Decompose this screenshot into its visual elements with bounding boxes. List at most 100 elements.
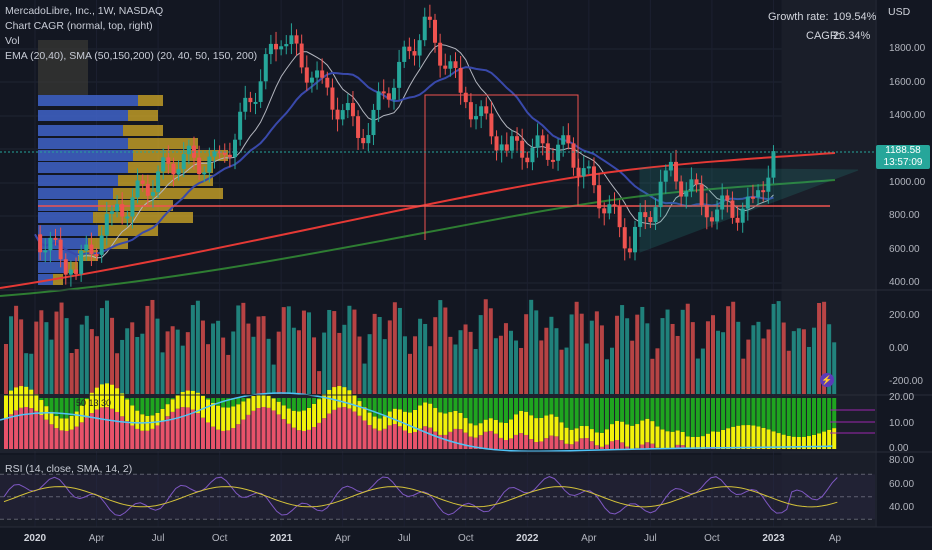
- squeeze-green-43: [221, 398, 226, 408]
- volume-bar-157: [796, 328, 801, 394]
- candle-body-112: [607, 204, 612, 214]
- candle-body-77: [427, 16, 432, 20]
- squeeze-yellow-94: [478, 423, 483, 436]
- squeeze-yellow-96: [488, 418, 493, 431]
- squeeze-green-144: [731, 398, 736, 427]
- squeeze-green-155: [786, 398, 791, 436]
- squeeze-red-90: [458, 429, 463, 449]
- squeeze-yellow-11: [59, 418, 64, 431]
- squeeze-yellow-152: [771, 431, 776, 449]
- squeeze-yellow-49: [251, 396, 256, 411]
- candle-body-68: [381, 91, 386, 94]
- squeeze-yellow-63: [322, 394, 327, 419]
- growth-rate-label: Growth rate:: [768, 11, 829, 23]
- squeeze-green-93: [473, 398, 478, 426]
- squeeze-red-2: [14, 410, 19, 449]
- squeeze-yellow-7: [39, 400, 44, 415]
- squeeze-yellow-62: [317, 399, 322, 423]
- squeeze-yellow-55: [281, 405, 286, 420]
- squeeze-green-110: [559, 398, 564, 423]
- squeeze-red-15: [79, 422, 84, 449]
- squeeze-yellow-154: [781, 434, 786, 449]
- squeeze-red-14: [74, 426, 79, 449]
- squeeze-red-114: [579, 438, 584, 449]
- candle-body-119: [643, 212, 648, 218]
- squeeze-red-100: [509, 438, 513, 449]
- squeeze-red-66: [337, 407, 342, 449]
- squeeze-green-28: [145, 398, 150, 416]
- squeeze-red-44: [226, 430, 231, 449]
- volume-bar-91: [463, 324, 468, 394]
- candle-body-24: [156, 171, 161, 193]
- sma150-line: [0, 152, 836, 289]
- candle-body-59: [335, 109, 340, 120]
- squeeze-red-97: [493, 433, 498, 449]
- x-tick-4: 2021: [270, 533, 293, 544]
- squeeze-yellow-46: [236, 404, 241, 425]
- candle-body-85: [468, 102, 473, 120]
- squeeze-green-116: [589, 398, 594, 430]
- squeeze-yellow-23: [120, 393, 125, 417]
- squeeze-red-7: [39, 414, 44, 449]
- volume-bar-55: [281, 307, 286, 394]
- x-tick-3: Oct: [211, 533, 228, 544]
- y-tick-4: 800.00: [889, 210, 920, 221]
- candle-body-79: [438, 42, 443, 66]
- candle-body-11: [89, 244, 94, 255]
- squeeze-yellow-120: [610, 424, 614, 442]
- squeeze-yellow-135: [685, 436, 690, 449]
- candle-body-18: [125, 216, 130, 219]
- vp-value-bar-0: [38, 95, 138, 106]
- pane2-y-tick-2: 0.00: [889, 443, 909, 454]
- volume-bar-23: [120, 339, 125, 394]
- squeeze-green-26: [135, 398, 140, 411]
- legend-squeeze: 50 13 30: [76, 398, 112, 408]
- volume-bar-98: [498, 335, 503, 394]
- squeeze-yellow-151: [766, 429, 771, 449]
- squeeze-red-40: [206, 422, 210, 449]
- squeeze-green-161: [817, 398, 822, 434]
- candle-body-55: [315, 70, 320, 78]
- candle-body-81: [448, 61, 453, 69]
- squeeze-yellow-41: [211, 402, 216, 427]
- volume-bar-138: [700, 348, 705, 394]
- volume-bar-114: [579, 313, 584, 394]
- candle-body-106: [576, 167, 581, 177]
- volume-bar-7: [39, 310, 44, 394]
- x-tick-10: Jul: [643, 533, 657, 544]
- squeeze-green-7: [39, 398, 44, 401]
- squeeze-yellow-6: [34, 394, 39, 411]
- candle-body-1: [38, 234, 43, 253]
- volume-bar-84: [428, 346, 433, 394]
- squeeze-green-152: [771, 398, 776, 432]
- vp-value-bar-6: [38, 175, 118, 186]
- squeeze-green-47: [241, 398, 246, 402]
- volume-bar-104: [529, 299, 534, 394]
- volume-bar-74: [377, 316, 382, 394]
- squeeze-yellow-143: [726, 428, 731, 449]
- candle-body-35: [212, 151, 217, 157]
- squeeze-green-143: [726, 398, 731, 429]
- volume-bar-57: [291, 327, 296, 394]
- candle-body-130: [699, 184, 704, 206]
- candle-body-136: [730, 200, 735, 218]
- squeeze-green-24: [125, 398, 130, 400]
- squeeze-red-57: [291, 427, 296, 449]
- candle-body-25: [161, 157, 166, 172]
- volume-bar-62: [317, 371, 322, 394]
- squeeze-green-153: [776, 398, 781, 434]
- squeeze-red-106: [539, 441, 544, 449]
- squeeze-red-13: [69, 429, 74, 449]
- squeeze-yellow-98: [498, 422, 503, 438]
- squeeze-green-10: [54, 398, 59, 417]
- squeeze-yellow-83: [423, 402, 428, 427]
- volume-bar-110: [559, 349, 564, 394]
- squeeze-green-73: [372, 398, 377, 417]
- candle-body-109: [591, 166, 596, 186]
- legend-vol: Vol: [5, 35, 20, 47]
- squeeze-yellow-9: [49, 411, 54, 425]
- lightning-icon[interactable]: ⚡: [820, 373, 834, 387]
- squeeze-green-71: [362, 398, 367, 408]
